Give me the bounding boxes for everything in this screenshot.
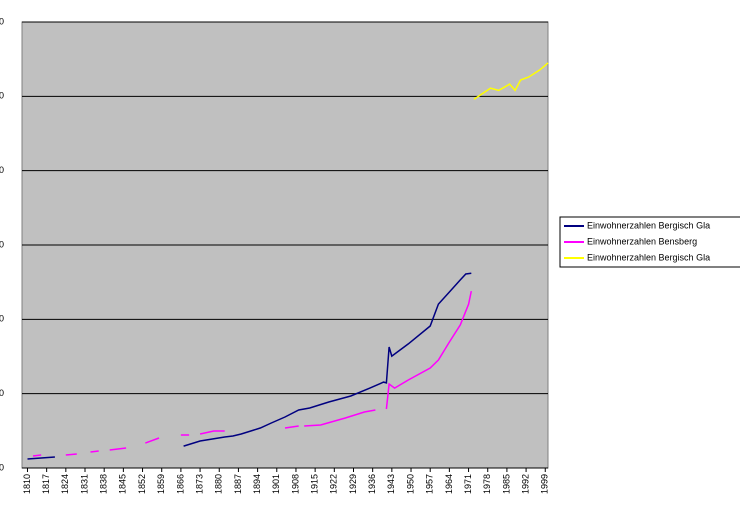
x-tick-label: 1831 xyxy=(79,474,89,494)
x-tick-label: 1971 xyxy=(463,474,473,494)
y-tick-label: 120000 xyxy=(0,16,4,26)
x-tick-label: 1915 xyxy=(310,474,320,494)
y-tick-label: 40000 xyxy=(0,314,4,324)
x-tick-label: 1852 xyxy=(137,474,147,494)
x-tick-label: 1810 xyxy=(22,474,32,494)
x-tick-label: 1817 xyxy=(41,474,51,494)
legend-label: Einwohnerzahlen Bergisch Gla xyxy=(587,252,710,262)
x-tick-label: 1929 xyxy=(348,474,358,494)
y-tick-label: 20000 xyxy=(0,388,4,398)
data-line xyxy=(32,290,473,457)
x-tick-label: 1936 xyxy=(367,474,377,494)
x-tick-label: 1964 xyxy=(444,474,454,494)
x-tick-label: 1873 xyxy=(194,474,204,494)
x-tick-label: 1880 xyxy=(214,474,224,494)
x-tick-label: 1943 xyxy=(386,474,396,494)
x-tick-label: 1901 xyxy=(271,474,281,494)
x-tick-label: 1866 xyxy=(175,474,185,494)
x-tick-label: 1838 xyxy=(99,474,109,494)
legend-label: Einwohnerzahlen Bergisch Gla xyxy=(587,220,710,230)
y-tick-label: 0 xyxy=(0,462,4,472)
y-tick-label: 60000 xyxy=(0,239,4,249)
x-tick-label: 1957 xyxy=(425,474,435,494)
x-tick-label: 1859 xyxy=(156,474,166,494)
x-tick-label: 1922 xyxy=(329,474,339,494)
x-tick-label: 1999 xyxy=(540,474,550,494)
x-tick-label: 1845 xyxy=(118,474,128,494)
x-tick-label: 1950 xyxy=(405,474,415,494)
legend-box xyxy=(559,216,740,268)
x-tick-label: 1908 xyxy=(290,474,300,494)
x-tick-label: 1887 xyxy=(233,474,243,494)
x-tick-label: 1824 xyxy=(60,474,70,494)
data-line xyxy=(473,62,549,100)
y-tick-label: 100000 xyxy=(0,91,4,101)
x-tick-label: 1978 xyxy=(482,474,492,494)
x-tick-label: 1894 xyxy=(252,474,262,494)
x-tick-label: 1985 xyxy=(501,474,511,494)
data-line xyxy=(27,272,472,460)
legend-label: Einwohnerzahlen Bensberg xyxy=(587,236,697,246)
x-tick-label: 1992 xyxy=(520,474,530,494)
y-tick-label: 80000 xyxy=(0,165,4,175)
